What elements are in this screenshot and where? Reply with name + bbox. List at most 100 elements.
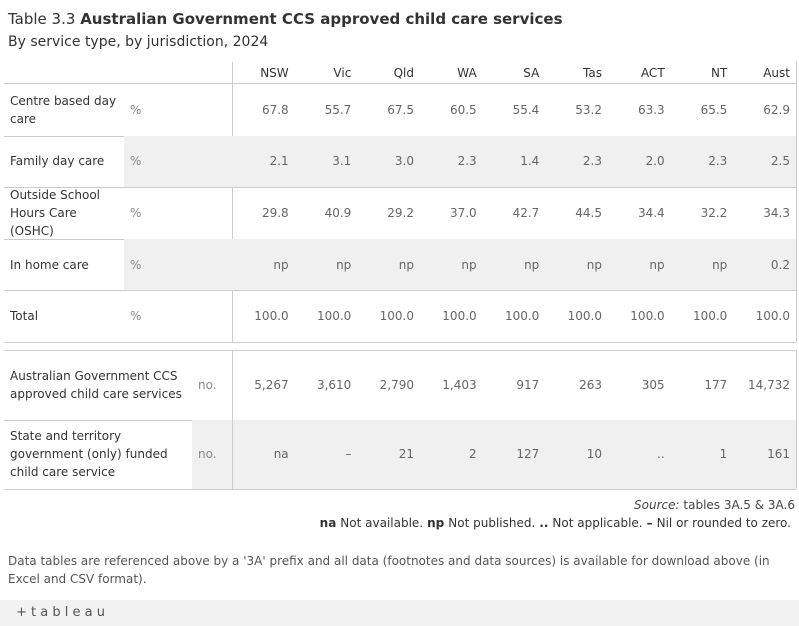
cell-value: 34.3 xyxy=(763,205,790,220)
rule xyxy=(232,62,233,342)
footnotes: na Not available. np Not published... Not ap… xyxy=(320,516,795,530)
note: Data tables are referenced above by a '3… xyxy=(8,554,770,586)
cell-value: 67.8 xyxy=(261,102,289,117)
row-unit: % xyxy=(130,154,142,169)
cell-value: 3.0 xyxy=(394,154,414,169)
cell-value: 37.0 xyxy=(449,205,477,220)
rule xyxy=(4,489,796,490)
row-unit: % xyxy=(130,309,142,324)
cell-value: 2.3 xyxy=(708,154,728,169)
cell-value: 2.3 xyxy=(457,154,477,169)
source: Source: tables 3A.5 & 3A.6 xyxy=(634,498,795,512)
cell-value: np xyxy=(336,257,352,272)
row-label: Family day care xyxy=(10,154,105,169)
footnote-abbr: na xyxy=(319,516,337,530)
row-shade xyxy=(124,238,796,291)
row-label: State and territory government (only) fu… xyxy=(10,429,168,480)
source-text: tables 3A.5 & 3A.6 xyxy=(683,498,795,512)
cell-value: 65.5 xyxy=(700,102,728,117)
column-header: Aust xyxy=(763,66,790,80)
column-header: SA xyxy=(523,66,540,80)
cell-value: 127 xyxy=(516,447,540,462)
cell-value: np xyxy=(649,257,665,272)
cell-value: 305 xyxy=(641,377,665,392)
tableau-brand[interactable]: + t a b l e a u xyxy=(16,605,105,620)
cell-value: np xyxy=(273,257,289,272)
cell-value: 917 xyxy=(516,377,540,392)
column-header: WA xyxy=(457,66,477,80)
row-label: Centre based day care xyxy=(10,93,117,126)
column-header: NSW xyxy=(260,66,289,80)
row-unit: no. xyxy=(198,377,217,392)
cell-value: 100.0 xyxy=(379,309,414,324)
cell-value: 1 xyxy=(719,447,728,462)
rule xyxy=(4,187,796,189)
cell-value: np xyxy=(398,257,414,272)
title-prefix: Table 3.3 xyxy=(8,10,76,28)
cell-value: 44.5 xyxy=(575,205,602,220)
column-header: Qld xyxy=(393,66,414,80)
cell-value: 100.0 xyxy=(316,309,352,324)
footnote-abbr: np xyxy=(427,516,445,530)
cell-value: 2 xyxy=(469,447,477,462)
row-label: In home care xyxy=(10,257,89,272)
footnote-abbr: – xyxy=(646,516,653,530)
cell-value: 161 xyxy=(767,447,790,462)
footnote-text: Not published. xyxy=(448,516,536,530)
cell-value: 5,267 xyxy=(254,377,289,392)
cell-value: 34.4 xyxy=(637,205,665,220)
cell-value: 2.5 xyxy=(770,154,790,169)
rule xyxy=(232,350,233,489)
cell-value: 53.2 xyxy=(575,102,602,117)
cell-value: 1,403 xyxy=(442,377,477,392)
cell-value: 3.1 xyxy=(332,154,352,169)
cell-value: 100.0 xyxy=(630,309,665,324)
row-label: Outside School Hours Care (OSHC) xyxy=(10,187,100,238)
rule xyxy=(4,290,796,292)
cell-value: 10 xyxy=(586,447,602,462)
cell-value: 177 xyxy=(704,377,728,392)
cell-value: 62.9 xyxy=(763,102,790,117)
cell-value: np xyxy=(524,257,540,272)
column-header: Vic xyxy=(333,66,352,80)
cell-value: 100.0 xyxy=(442,309,477,324)
cell-value: 100.0 xyxy=(692,309,728,324)
cell-value: np xyxy=(461,257,477,272)
cell-value: na xyxy=(273,447,289,462)
subtitle: By service type, by jurisdiction, 2024 xyxy=(8,34,269,50)
cell-value: .. xyxy=(657,447,665,462)
rule xyxy=(4,350,796,351)
cell-value: 40.9 xyxy=(324,205,352,220)
column-header: ACT xyxy=(640,66,665,80)
cell-value: 100.0 xyxy=(755,309,790,324)
cell-value: 100.0 xyxy=(567,309,602,324)
row-unit: no. xyxy=(198,447,217,462)
source-label: Source: xyxy=(634,498,680,512)
cell-value: np xyxy=(712,257,728,272)
cell-value: 14,732 xyxy=(747,377,790,392)
cell-value: 42.7 xyxy=(512,205,540,220)
cell-value: 3,610 xyxy=(316,377,352,392)
cell-value: 21 xyxy=(398,447,414,462)
cell-value: 2.1 xyxy=(269,154,289,169)
cell-value: np xyxy=(586,257,602,272)
column-header: Tas xyxy=(583,66,602,80)
footnote-text: Not available. xyxy=(340,516,424,530)
title-main: Australian Government CCS approved child… xyxy=(80,10,563,28)
cell-value: 32.2 xyxy=(700,205,728,220)
cell-value: 100.0 xyxy=(504,309,540,324)
row-unit: % xyxy=(130,102,142,117)
cell-value: 100.0 xyxy=(254,309,289,324)
cell-value: 55.7 xyxy=(324,102,352,117)
rule xyxy=(796,62,797,342)
row-unit: % xyxy=(130,205,142,220)
footnote-text: Not applicable. xyxy=(552,516,643,530)
cell-value: 29.2 xyxy=(387,205,414,220)
row-label: Total xyxy=(10,309,39,324)
footnote-text: Nil or rounded to zero. xyxy=(656,516,791,530)
cell-value: – xyxy=(345,447,352,462)
column-header: NT xyxy=(711,66,728,80)
cell-value: 2.3 xyxy=(582,154,602,169)
cell-value: 2,790 xyxy=(379,377,414,392)
